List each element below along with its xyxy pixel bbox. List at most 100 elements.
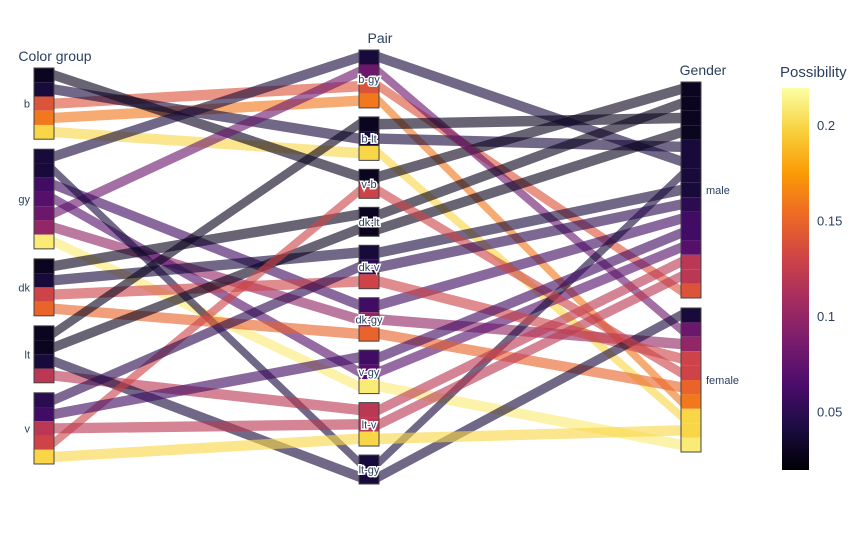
bar-segment-dk-v-13[interactable] xyxy=(359,245,379,260)
bar-segment-dk-gy-8[interactable] xyxy=(359,312,379,327)
ribbon-b-v-b-male-seg2[interactable] xyxy=(379,84,681,182)
category-bar-dk[interactable] xyxy=(33,258,55,317)
bar-segment-b-lt-16[interactable] xyxy=(359,116,379,132)
bar-segment-lt-gy-19[interactable] xyxy=(359,469,379,484)
ribbon-v-dk-v-male-seg1[interactable] xyxy=(54,261,359,406)
bar-segment-dk-lt-17[interactable] xyxy=(359,221,379,237)
bar-segment-b-gy-6[interactable] xyxy=(359,64,379,79)
bar-segment-v-23[interactable] xyxy=(34,421,54,436)
bar-segment-gy-7[interactable] xyxy=(34,177,54,192)
bar-segment-dk-lt-12[interactable] xyxy=(359,207,379,222)
ribbon-gy-dk-gy-male-seg2[interactable] xyxy=(379,213,681,311)
category-bar-v-gy[interactable] xyxy=(358,349,380,395)
bar-segment-male-11[interactable] xyxy=(681,168,701,183)
bar-segment-lt-17[interactable] xyxy=(34,340,54,355)
bar-segment-male-22[interactable] xyxy=(681,226,701,241)
bar-segment-male-4[interactable] xyxy=(681,82,701,97)
bar-segment-lt-18[interactable] xyxy=(34,368,54,383)
bar-segment-v-22[interactable] xyxy=(34,407,54,422)
bar-segment-lt-gy-11[interactable] xyxy=(359,455,379,470)
ribbon-b-v-b-male-seg1[interactable] xyxy=(54,70,359,182)
ribbon-dk-dk-lt-male-seg1[interactable] xyxy=(54,209,359,272)
category-bar-dk-lt[interactable] xyxy=(358,206,380,237)
bar-segment-dk-14[interactable] xyxy=(34,287,54,302)
bar-segment-b-0[interactable] xyxy=(34,96,54,111)
bar-segment-v-gy-10[interactable] xyxy=(359,379,379,394)
bar-segment-gy-10[interactable] xyxy=(34,234,54,249)
bar-segment-female-14[interactable] xyxy=(681,351,701,366)
ribbon-lt-lt-v-male-seg2[interactable] xyxy=(379,256,681,416)
bar-segment-male-0[interactable] xyxy=(681,283,701,298)
bar-segment-b-gy-0[interactable] xyxy=(359,78,379,94)
bar-segment-dk-15[interactable] xyxy=(34,301,54,316)
ribbon-gy-b-gy-female-seg1[interactable] xyxy=(54,66,359,219)
bar-segment-v-gy-22[interactable] xyxy=(359,350,379,365)
bar-segment-dk-v-14[interactable] xyxy=(359,274,379,289)
bar-segment-female-19[interactable] xyxy=(681,308,701,323)
category-bar-female[interactable] xyxy=(680,307,702,453)
ribbon-v-v-b-female-seg2[interactable] xyxy=(379,185,681,378)
ribbon-gy-b-gy-male-seg1[interactable] xyxy=(54,52,359,162)
bar-segment-male-23[interactable] xyxy=(681,269,701,284)
bar-segment-dk-12[interactable] xyxy=(34,258,54,274)
ribbon-v-lt-v-male-seg1[interactable] xyxy=(54,419,359,434)
bar-segment-dk-v-21[interactable] xyxy=(359,259,379,275)
ribbon-v-v-gy-male-seg2[interactable] xyxy=(379,228,681,363)
category-bar-dk-v[interactable] xyxy=(358,244,380,290)
category-bar-b[interactable] xyxy=(33,67,55,140)
bar-segment-dk-13[interactable] xyxy=(34,273,54,288)
bar-segment-dk-gy-7[interactable] xyxy=(359,297,379,313)
ribbon-lt-dk-lt-male-seg2[interactable] xyxy=(379,127,681,235)
category-bar-lt[interactable] xyxy=(33,325,55,384)
ribbon-v-dk-v-male-seg2[interactable] xyxy=(379,199,681,273)
bar-segment-b-4[interactable] xyxy=(34,68,54,83)
bar-segment-male-18[interactable] xyxy=(681,254,701,270)
ribbon-v-lt-v-female-seg1[interactable] xyxy=(54,433,359,462)
category-bar-v[interactable] xyxy=(33,392,55,465)
bar-segment-male-2[interactable] xyxy=(681,139,701,154)
bar-segment-female-10[interactable] xyxy=(681,437,701,452)
ribbon-gy-b-gy-male-seg2[interactable] xyxy=(379,52,681,167)
bar-segment-female-24[interactable] xyxy=(681,423,701,438)
bar-segment-b-2[interactable] xyxy=(34,82,54,97)
ribbon-dk-dk-gy-female-seg2[interactable] xyxy=(379,328,681,393)
bar-segment-lt-16[interactable] xyxy=(34,325,54,341)
bar-segment-male-17[interactable] xyxy=(681,125,701,140)
bar-segment-female-6[interactable] xyxy=(681,322,701,337)
bar-segment-v-b-4[interactable] xyxy=(359,169,379,184)
bar-segment-female-8[interactable] xyxy=(681,336,701,352)
category-bar-v-b[interactable] xyxy=(358,168,380,199)
bar-segment-female-15[interactable] xyxy=(681,380,701,395)
ribbon-dk-dk-v-female-seg2[interactable] xyxy=(379,276,681,364)
bar-segment-gy-6[interactable] xyxy=(34,206,54,221)
bar-segment-lt-v-24[interactable] xyxy=(359,431,379,447)
bar-segment-male-7[interactable] xyxy=(681,211,701,226)
category-bar-male[interactable] xyxy=(680,81,702,299)
category-bar-lt-v[interactable] xyxy=(358,402,380,447)
bar-segment-v-21[interactable] xyxy=(34,392,54,408)
bar-segment-male-9[interactable] xyxy=(681,240,701,255)
bar-segment-v-gy-9[interactable] xyxy=(359,364,379,380)
category-bar-b-lt[interactable] xyxy=(358,116,380,161)
ribbon-v-v-b-female-seg1[interactable] xyxy=(54,185,359,448)
bar-segment-gy-9[interactable] xyxy=(34,191,54,207)
ribbon-lt-b-lt-male-seg1[interactable] xyxy=(54,118,359,339)
bar-segment-b-lt-3[interactable] xyxy=(359,145,379,161)
category-bar-dk-gy[interactable] xyxy=(358,297,380,342)
bar-segment-gy-11[interactable] xyxy=(34,163,54,178)
bar-segment-lt-19[interactable] xyxy=(34,354,54,369)
bar-segment-gy-8[interactable] xyxy=(34,220,54,235)
bar-segment-b-1[interactable] xyxy=(34,110,54,125)
ribbon-v-v-gy-male-seg1[interactable] xyxy=(54,352,359,420)
ribbon-lt-lt-gy-female-seg1[interactable] xyxy=(54,356,359,482)
bar-segment-female-1[interactable] xyxy=(681,394,701,409)
bar-segment-v-24[interactable] xyxy=(34,449,54,464)
bar-segment-v-b-20[interactable] xyxy=(359,183,379,199)
category-bar-lt-gy[interactable] xyxy=(358,454,380,485)
bar-segment-male-5[interactable] xyxy=(681,154,701,169)
ribbon-v-lt-v-female-seg2[interactable] xyxy=(379,425,681,445)
bar-segment-male-21[interactable] xyxy=(681,197,701,212)
ribbon-v-lt-v-male-seg2[interactable] xyxy=(379,271,681,430)
bar-segment-male-16[interactable] xyxy=(681,110,701,126)
ribbon-dk-dk-lt-male-seg2[interactable] xyxy=(379,98,681,220)
